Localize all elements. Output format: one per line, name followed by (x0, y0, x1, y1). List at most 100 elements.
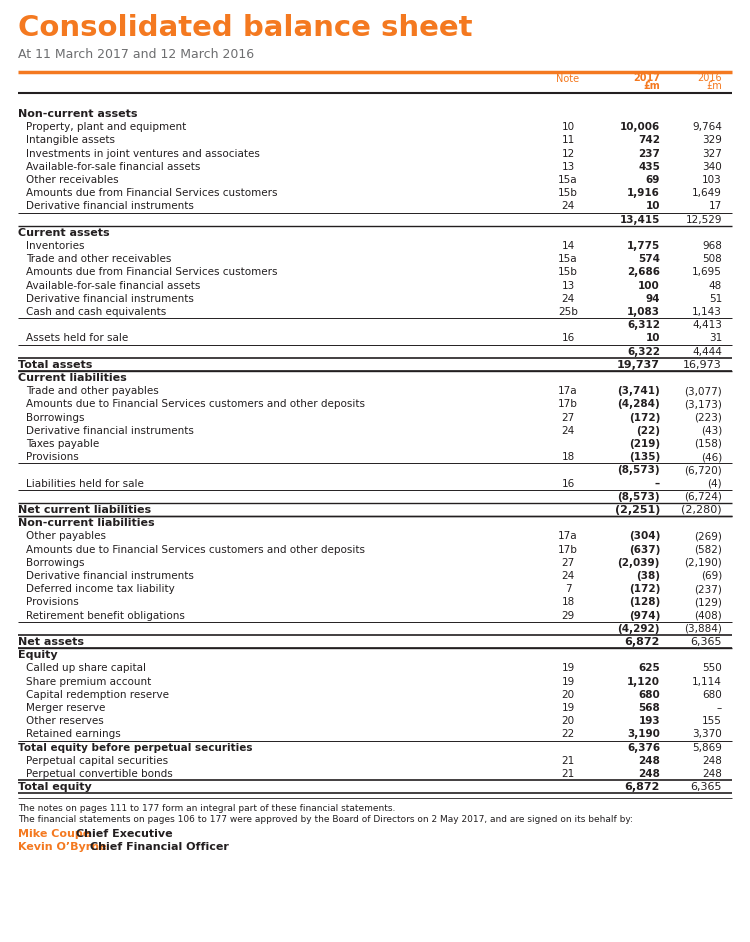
Text: Investments in joint ventures and associates: Investments in joint ventures and associ… (26, 149, 259, 158)
Text: 21: 21 (561, 769, 574, 779)
Text: 155: 155 (702, 716, 722, 726)
Text: 568: 568 (638, 703, 660, 713)
Text: 24: 24 (561, 294, 574, 304)
Text: 248: 248 (638, 769, 660, 779)
Text: 16,973: 16,973 (683, 360, 722, 370)
Text: 69: 69 (646, 175, 660, 185)
Text: 1,649: 1,649 (692, 188, 722, 198)
Text: (69): (69) (700, 571, 722, 581)
Text: 19: 19 (561, 663, 574, 674)
Text: 680: 680 (702, 690, 722, 700)
Text: Deferred income tax liability: Deferred income tax liability (26, 584, 175, 594)
Text: 19: 19 (561, 676, 574, 687)
Text: (637): (637) (628, 544, 660, 555)
Text: 29: 29 (561, 610, 574, 621)
Text: 103: 103 (702, 175, 722, 185)
Text: 16: 16 (561, 333, 574, 344)
Text: 10: 10 (646, 333, 660, 344)
Text: Note: Note (556, 74, 580, 84)
Text: Borrowings: Borrowings (26, 413, 85, 423)
Text: Liabilities held for sale: Liabilities held for sale (26, 479, 144, 489)
Text: (2,280): (2,280) (681, 505, 722, 515)
Text: Derivative financial instruments: Derivative financial instruments (26, 202, 194, 211)
Text: (8,573): (8,573) (617, 465, 660, 476)
Text: (38): (38) (636, 571, 660, 581)
Text: (6,724): (6,724) (684, 492, 722, 502)
Text: Intangible assets: Intangible assets (26, 136, 115, 145)
Text: (129): (129) (694, 597, 722, 608)
Text: Retirement benefit obligations: Retirement benefit obligations (26, 610, 184, 621)
Text: 680: 680 (638, 690, 660, 700)
Text: 742: 742 (638, 136, 660, 145)
Text: 19,737: 19,737 (617, 360, 660, 370)
Text: Perpetual capital securities: Perpetual capital securities (26, 755, 168, 766)
Text: 13: 13 (561, 162, 574, 171)
Text: 968: 968 (702, 241, 722, 251)
Text: –: – (655, 479, 660, 489)
Text: 9,764: 9,764 (692, 122, 722, 132)
Text: 1,143: 1,143 (692, 307, 722, 317)
Text: 12,529: 12,529 (686, 215, 722, 224)
Text: 100: 100 (638, 281, 660, 290)
Text: Total equity: Total equity (18, 782, 92, 792)
Text: (269): (269) (694, 531, 722, 542)
Text: 1,120: 1,120 (627, 676, 660, 687)
Text: Inventories: Inventories (26, 241, 85, 251)
Text: (219): (219) (628, 439, 660, 449)
Text: Available-for-sale financial assets: Available-for-sale financial assets (26, 281, 200, 290)
Text: Current assets: Current assets (18, 228, 110, 237)
Text: 21: 21 (561, 755, 574, 766)
Text: (2,039): (2,039) (618, 558, 660, 568)
Text: 15a: 15a (558, 254, 578, 264)
Text: £m: £m (644, 81, 660, 91)
Text: 4,444: 4,444 (692, 347, 722, 357)
Text: 6,872: 6,872 (625, 782, 660, 792)
Text: 11: 11 (561, 136, 574, 145)
Text: 17b: 17b (558, 399, 578, 410)
Text: Capital redemption reserve: Capital redemption reserve (26, 690, 169, 700)
Text: (3,884): (3,884) (684, 624, 722, 634)
Text: 3,190: 3,190 (627, 729, 660, 739)
Text: Equity: Equity (18, 650, 58, 660)
Text: Perpetual convertible bonds: Perpetual convertible bonds (26, 769, 172, 779)
Text: Cash and cash equivalents: Cash and cash equivalents (26, 307, 166, 317)
Text: (237): (237) (694, 584, 722, 594)
Text: Property, plant and equipment: Property, plant and equipment (26, 122, 186, 132)
Text: 329: 329 (702, 136, 722, 145)
Text: (582): (582) (694, 544, 722, 555)
Text: 10: 10 (646, 202, 660, 211)
Text: 14: 14 (561, 241, 574, 251)
Text: 19: 19 (561, 703, 574, 713)
Text: 15b: 15b (558, 268, 578, 277)
Text: Merger reserve: Merger reserve (26, 703, 105, 713)
Text: 12: 12 (561, 149, 574, 158)
Text: 17a: 17a (558, 386, 578, 397)
Text: (128): (128) (628, 597, 660, 608)
Text: (2,190): (2,190) (684, 558, 722, 568)
Text: (3,741): (3,741) (617, 386, 660, 397)
Text: 1,083: 1,083 (627, 307, 660, 317)
Text: 15b: 15b (558, 188, 578, 198)
Text: (158): (158) (694, 439, 722, 449)
Text: The financial statements on pages 106 to 177 were approved by the Board of Direc: The financial statements on pages 106 to… (18, 816, 633, 824)
Text: 1,695: 1,695 (692, 268, 722, 277)
Text: Amounts due to Financial Services customers and other deposits: Amounts due to Financial Services custom… (26, 399, 365, 410)
Text: 10,006: 10,006 (620, 122, 660, 132)
Text: (8,573): (8,573) (617, 492, 660, 502)
Text: Share premium account: Share premium account (26, 676, 152, 687)
Text: (135): (135) (628, 452, 660, 463)
Text: 17b: 17b (558, 544, 578, 555)
Text: 25b: 25b (558, 307, 578, 317)
Text: (4,292): (4,292) (617, 624, 660, 634)
Text: 550: 550 (702, 663, 722, 674)
Text: (4,284): (4,284) (617, 399, 660, 410)
Text: (223): (223) (694, 413, 722, 423)
Text: 5,869: 5,869 (692, 742, 722, 753)
Text: 94: 94 (646, 294, 660, 304)
Text: (172): (172) (628, 413, 660, 423)
Text: Other receivables: Other receivables (26, 175, 118, 185)
Text: (304): (304) (628, 531, 660, 542)
Text: 625: 625 (638, 663, 660, 674)
Text: 4,413: 4,413 (692, 320, 722, 331)
Text: 6,872: 6,872 (625, 637, 660, 647)
